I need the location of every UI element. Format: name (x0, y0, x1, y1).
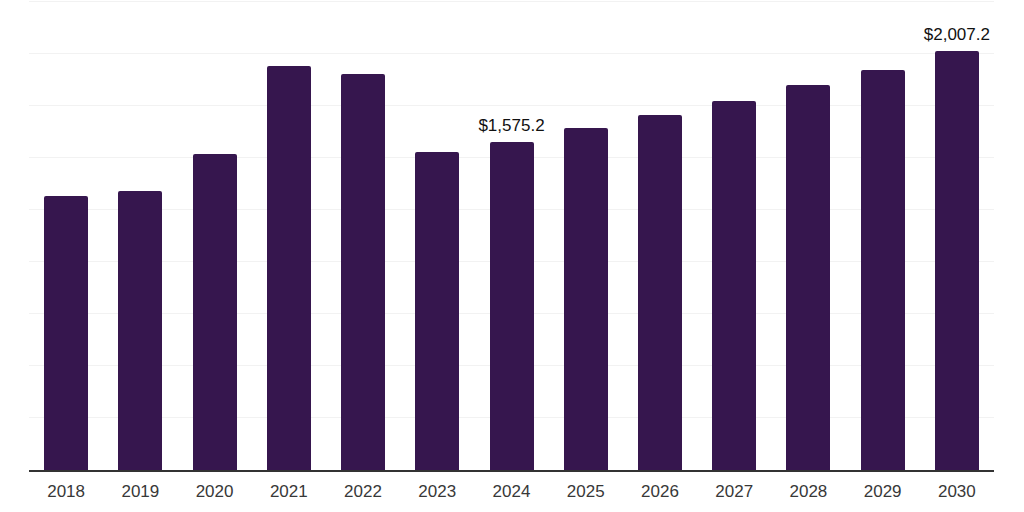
bar-2018[interactable] (44, 196, 88, 470)
x-tick-label-2026: 2026 (641, 482, 679, 502)
x-tick-label-2019: 2019 (121, 482, 159, 502)
x-tick-label-2028: 2028 (790, 482, 828, 502)
x-tick-label-2020: 2020 (196, 482, 234, 502)
bar-2021[interactable] (267, 66, 311, 470)
bar-2020[interactable] (193, 154, 237, 470)
x-tick-label-2027: 2027 (715, 482, 753, 502)
gridline (29, 105, 994, 106)
x-tick-label-2018: 2018 (47, 482, 85, 502)
x-tick-label-2024: 2024 (493, 482, 531, 502)
bar-2028[interactable] (786, 85, 830, 470)
bar-2029[interactable] (861, 70, 905, 470)
gridline (29, 53, 994, 54)
bar-2019[interactable] (118, 191, 162, 470)
bar-2023[interactable] (415, 152, 459, 470)
x-tick-label-2023: 2023 (418, 482, 456, 502)
x-tick-label-2029: 2029 (864, 482, 902, 502)
bar-2022[interactable] (341, 74, 385, 470)
gridline (29, 1, 994, 2)
x-tick-label-2022: 2022 (344, 482, 382, 502)
bar-chart: $1,575.2 $2,007.2 2018 2019 2020 2021 2022 202… (0, 0, 1024, 512)
x-tick-label-2021: 2021 (270, 482, 308, 502)
plot-area: $1,575.2 $2,007.2 (29, 2, 994, 472)
bar-2027[interactable] (712, 101, 756, 470)
data-label-2024: $1,575.2 (478, 116, 544, 136)
bar-2024[interactable] (490, 142, 534, 471)
bar-2030[interactable] (935, 51, 979, 470)
x-axis-labels: 2018 2019 2020 2021 2022 2023 2024 2025 2026 2027… (29, 482, 994, 504)
x-tick-label-2025: 2025 (567, 482, 605, 502)
data-label-2030: $2,007.2 (924, 25, 990, 45)
bar-2025[interactable] (564, 128, 608, 470)
x-tick-label-2030: 2030 (938, 482, 976, 502)
bar-2026[interactable] (638, 115, 682, 470)
